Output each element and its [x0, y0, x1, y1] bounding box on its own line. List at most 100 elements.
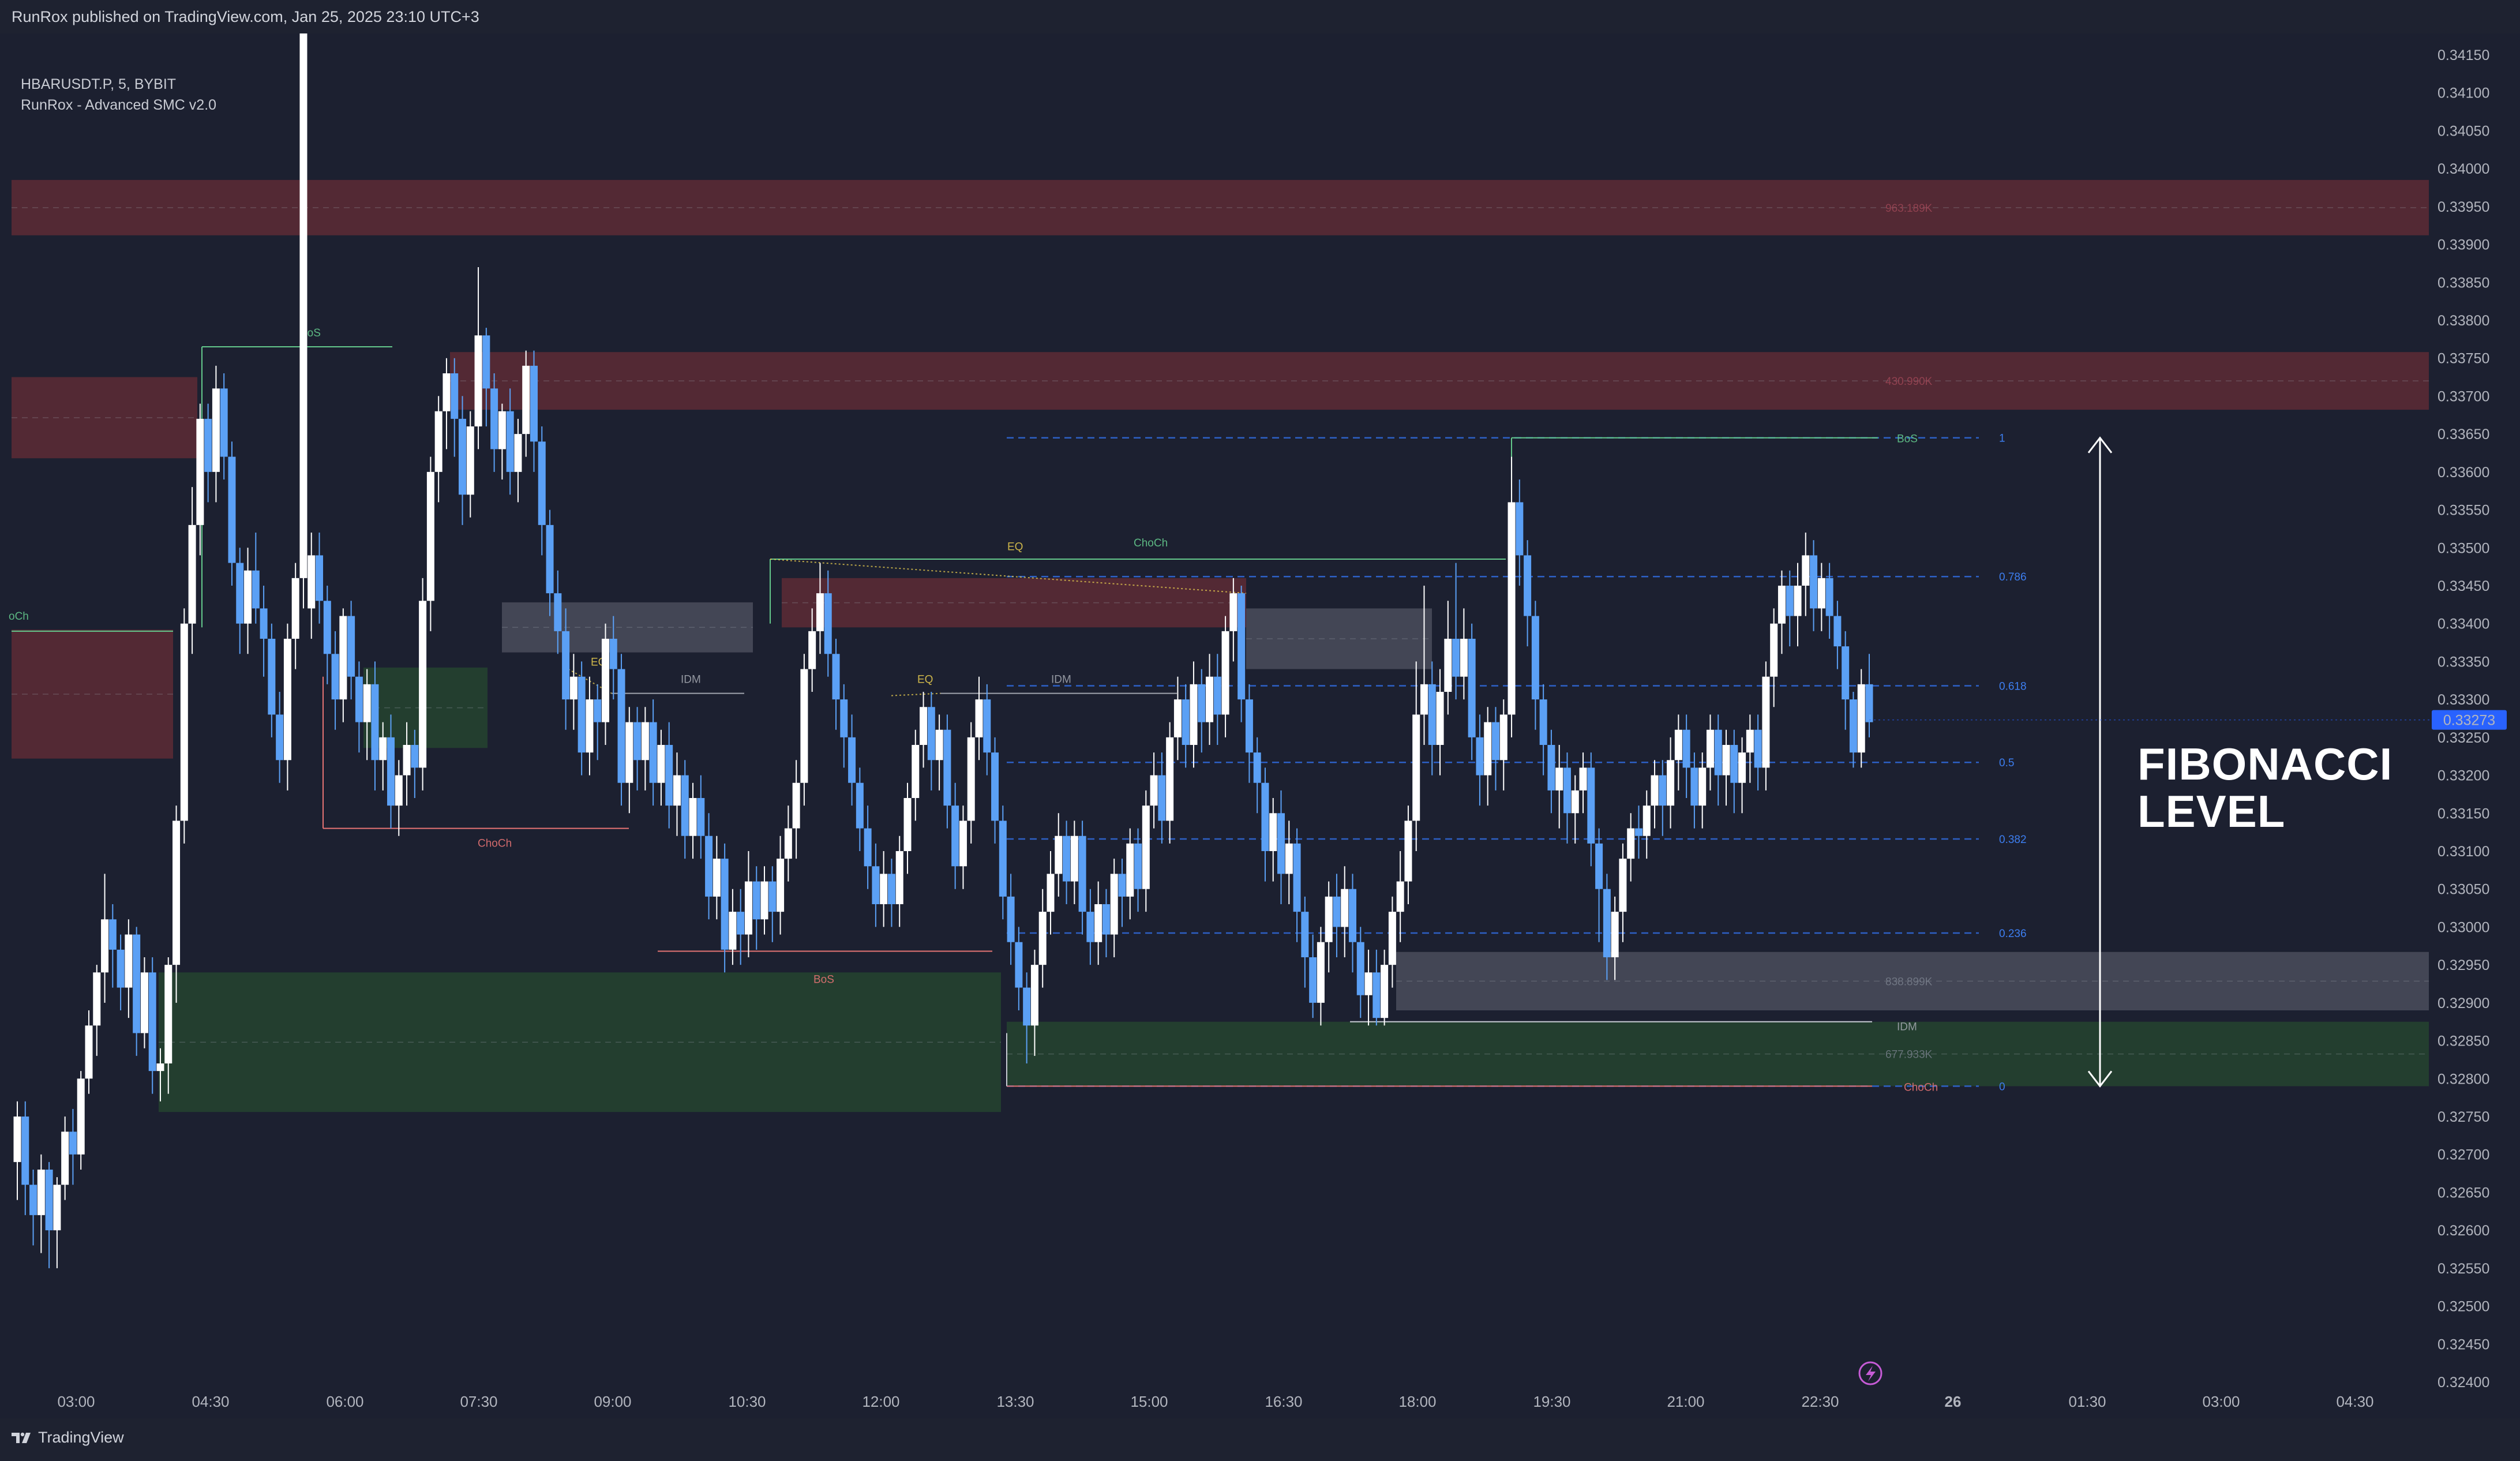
candle-body	[1333, 896, 1341, 927]
candle	[1516, 479, 1524, 586]
candle	[1667, 737, 1675, 829]
supply-zone	[12, 179, 2429, 235]
chart-legend[interactable]: HBARUSDT.P, 5, BYBIT RunRox - Advanced S…	[21, 74, 216, 115]
candle	[959, 806, 967, 889]
candle-body	[1309, 957, 1317, 1003]
demand-zone	[159, 972, 1001, 1112]
candle	[403, 722, 411, 806]
candle	[554, 570, 562, 654]
candle	[1038, 889, 1047, 988]
candle-body	[967, 737, 975, 821]
candle-body	[737, 912, 745, 935]
candle-body	[1722, 745, 1730, 776]
price-tick-label: 0.33000	[2438, 919, 2489, 935]
candle-body	[1690, 767, 1698, 806]
candle-body	[912, 745, 920, 798]
candle	[1356, 927, 1364, 1018]
price-tick-label: 0.33900	[2438, 237, 2489, 253]
candle-body	[21, 1117, 29, 1185]
fib-level-label: 1	[1999, 433, 2005, 445]
candle-body	[93, 972, 101, 1026]
price-tick-label: 0.33850	[2438, 275, 2489, 291]
candle	[77, 1071, 85, 1170]
candle	[792, 760, 800, 859]
candle-body	[832, 654, 840, 700]
candle	[1833, 601, 1842, 669]
candle	[252, 533, 260, 624]
candle-body	[1166, 737, 1174, 821]
candle	[1603, 874, 1611, 980]
candle-body	[1428, 684, 1436, 745]
published-text: RunRox published on TradingView.com, Jan…	[12, 8, 479, 25]
candle-body	[77, 1078, 85, 1155]
candle-body	[204, 418, 212, 472]
candle	[1849, 692, 1857, 768]
candle	[1857, 669, 1865, 768]
candle-body	[482, 335, 490, 389]
candle-body	[943, 729, 951, 806]
candle-body	[601, 639, 609, 722]
candle	[133, 927, 141, 1056]
time-tick-label: 26	[1945, 1393, 1962, 1410]
candle-body	[1094, 904, 1102, 942]
price-chart[interactable]: 963.189K 430.990K 677.933K 838.899K 1 0.786 0…	[0, 33, 2520, 1418]
candle	[880, 851, 888, 927]
candle	[316, 533, 324, 624]
time-tick-label: 13:30	[996, 1393, 1034, 1410]
time-tick-label: 21:00	[1667, 1393, 1704, 1410]
supply-zone	[782, 578, 1246, 628]
candle-body	[244, 570, 252, 624]
symbol-title[interactable]: HBARUSDT.P, 5, BYBIT	[21, 76, 177, 92]
candle	[1786, 570, 1794, 647]
time-tick-label: 01:30	[2068, 1393, 2106, 1410]
candle-body	[1213, 676, 1221, 715]
candle-body	[347, 616, 355, 677]
candle-body	[792, 782, 800, 829]
candle	[1674, 714, 1682, 791]
price-tick-label: 0.34150	[2438, 47, 2489, 63]
supply-zone	[12, 630, 173, 759]
candle-body	[474, 335, 482, 426]
candle	[522, 350, 530, 457]
candle-body	[721, 859, 729, 950]
candle	[1738, 737, 1746, 814]
candle	[482, 328, 490, 426]
candle	[1634, 806, 1642, 859]
candle	[784, 806, 792, 882]
candle	[697, 775, 705, 859]
candle-body	[617, 669, 625, 783]
candle	[1341, 866, 1349, 957]
candle-body	[69, 1132, 77, 1155]
candle-body	[1221, 631, 1229, 715]
candle-body	[729, 912, 737, 950]
structure-label-bos: BoS	[1897, 433, 1918, 445]
candle	[395, 760, 403, 836]
indicator-title[interactable]: RunRox - Advanced SMC v2.0	[21, 97, 217, 113]
price-tick-label: 0.33950	[2438, 199, 2489, 215]
candle	[1086, 889, 1094, 965]
lightning-icon	[1858, 1361, 1882, 1385]
candle	[1349, 874, 1357, 973]
candle	[1173, 676, 1182, 761]
candle	[379, 722, 387, 791]
candle	[474, 267, 482, 449]
candle	[490, 373, 498, 472]
candle-body	[283, 639, 291, 761]
candle-body	[1579, 767, 1587, 791]
candle	[140, 957, 148, 1048]
price-tick-label: 0.32950	[2438, 957, 2489, 973]
structure-label-idm: IDM	[1051, 674, 1071, 686]
candle	[442, 358, 451, 449]
chart-area[interactable]: 963.189K 430.990K 677.933K 838.899K 1 0.786 0…	[0, 33, 2520, 1418]
price-tick-label: 0.32850	[2438, 1033, 2489, 1050]
candle	[562, 608, 570, 730]
tradingview-logo[interactable]: TradingView	[12, 1429, 124, 1447]
candle-body	[768, 881, 777, 912]
candle-body	[379, 737, 387, 761]
candle-body	[1619, 859, 1627, 912]
zone-volume-label: 838.899K	[1885, 976, 1933, 988]
price-tick-label: 0.32800	[2438, 1071, 2489, 1087]
fib-level-label: 0	[1999, 1081, 2005, 1093]
candle-body	[1825, 578, 1833, 616]
candle	[69, 1108, 77, 1185]
